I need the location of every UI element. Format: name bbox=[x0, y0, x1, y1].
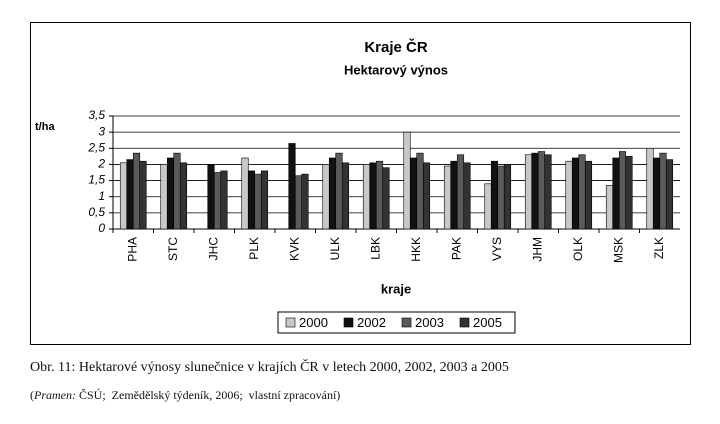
y-tick-label: 0 bbox=[98, 221, 105, 235]
bar bbox=[160, 164, 168, 230]
bar bbox=[612, 157, 620, 230]
bar bbox=[132, 152, 141, 230]
bar bbox=[301, 173, 309, 230]
chart: Kraje ČR Hektarový výnos t/ha kraje 0 0,5… bbox=[30, 22, 691, 345]
legend-swatch bbox=[401, 317, 412, 328]
y-tick-label: 1 bbox=[98, 189, 105, 203]
y-tick-label: 2,5 bbox=[87, 140, 105, 154]
bar bbox=[213, 172, 222, 230]
bar bbox=[565, 160, 573, 230]
x-tick-label: PAK bbox=[449, 237, 463, 260]
x-tick-label: PHA bbox=[125, 237, 139, 262]
bar bbox=[450, 160, 458, 230]
x-tick-label: JHC bbox=[206, 237, 220, 261]
bar bbox=[382, 167, 390, 230]
bar bbox=[531, 152, 539, 230]
caption: Obr. 11: Hektarové výnosy slunečnice v k… bbox=[30, 360, 509, 375]
bar bbox=[484, 183, 492, 230]
bar bbox=[294, 175, 303, 230]
bar bbox=[463, 162, 471, 230]
bar bbox=[544, 154, 552, 230]
x-tick-label: MSK bbox=[611, 237, 625, 263]
y-tick-label: 3,5 bbox=[88, 108, 105, 122]
source-open: ( bbox=[30, 388, 34, 402]
bar bbox=[416, 152, 424, 230]
source-text: ČSÚ; Zemědělský týdeník, 2006; vlastní z… bbox=[76, 388, 341, 402]
bar bbox=[605, 185, 614, 230]
bar bbox=[403, 131, 411, 230]
legend-swatch bbox=[285, 317, 296, 328]
legend-box bbox=[277, 311, 516, 334]
bar bbox=[341, 162, 350, 230]
chart-subtitle: Hektarový výnos bbox=[344, 62, 448, 77]
bar bbox=[173, 152, 181, 230]
bar bbox=[288, 143, 296, 230]
bar bbox=[490, 160, 499, 230]
bar bbox=[456, 154, 465, 230]
x-tick-label: VYS bbox=[490, 237, 504, 261]
legend-label: 2005 bbox=[473, 315, 502, 330]
bar bbox=[652, 157, 661, 230]
bar bbox=[584, 160, 593, 230]
source: (Pramen: ČSÚ; Zemědělský týdeník, 2006; … bbox=[30, 388, 340, 403]
bar bbox=[422, 162, 431, 230]
y-tick-label: 3 bbox=[98, 124, 105, 138]
bar bbox=[618, 151, 627, 230]
bar bbox=[241, 157, 249, 230]
bar bbox=[409, 157, 418, 230]
y-axis-label: t/ha bbox=[35, 121, 55, 133]
bar bbox=[503, 164, 512, 230]
bar bbox=[646, 147, 654, 230]
x-tick-label: OLK bbox=[571, 237, 585, 261]
source-label: Pramen: bbox=[34, 388, 76, 402]
bar bbox=[254, 173, 262, 230]
bar bbox=[659, 152, 667, 230]
x-tick-label: PLK bbox=[247, 237, 261, 260]
x-tick-label: JHM bbox=[530, 237, 544, 262]
bar bbox=[537, 151, 546, 230]
bar bbox=[497, 165, 505, 230]
bar bbox=[524, 154, 533, 230]
y-tick-label: 0,5 bbox=[88, 205, 105, 219]
x-tick-label: ZLK bbox=[652, 237, 666, 259]
bar bbox=[207, 164, 215, 230]
bar bbox=[179, 162, 188, 230]
y-tick-label: 2 bbox=[97, 157, 105, 171]
bar bbox=[126, 159, 134, 230]
bar bbox=[362, 164, 371, 230]
x-tick-label: STC bbox=[166, 237, 180, 261]
plot-area bbox=[113, 116, 680, 229]
legend-label: 2000 bbox=[299, 315, 328, 330]
bar bbox=[220, 170, 228, 230]
legend-swatch bbox=[459, 317, 470, 328]
bar bbox=[335, 152, 343, 230]
legend-label: 2003 bbox=[415, 315, 444, 330]
legend-swatch bbox=[343, 317, 354, 328]
x-tick-label: HKK bbox=[409, 237, 423, 262]
x-axis-label: kraje bbox=[381, 281, 411, 296]
bar bbox=[247, 170, 256, 230]
bar bbox=[578, 154, 586, 230]
bar bbox=[443, 165, 452, 230]
x-tick-label: ULK bbox=[328, 237, 342, 260]
bar bbox=[322, 164, 330, 230]
bar bbox=[166, 157, 175, 230]
bar bbox=[625, 156, 633, 230]
x-tick-label: LBK bbox=[368, 237, 382, 260]
chart-title: Kraje ČR bbox=[364, 38, 428, 56]
bar bbox=[139, 160, 147, 230]
legend-label: 2002 bbox=[357, 315, 386, 330]
y-tick-label: 1,5 bbox=[88, 173, 105, 187]
bar bbox=[260, 170, 269, 230]
bar bbox=[328, 157, 337, 230]
bar bbox=[665, 159, 674, 230]
bar bbox=[571, 157, 580, 230]
bar bbox=[369, 162, 377, 230]
bar bbox=[119, 162, 128, 230]
x-tick-label: KVK bbox=[287, 237, 301, 261]
bar bbox=[375, 160, 384, 230]
